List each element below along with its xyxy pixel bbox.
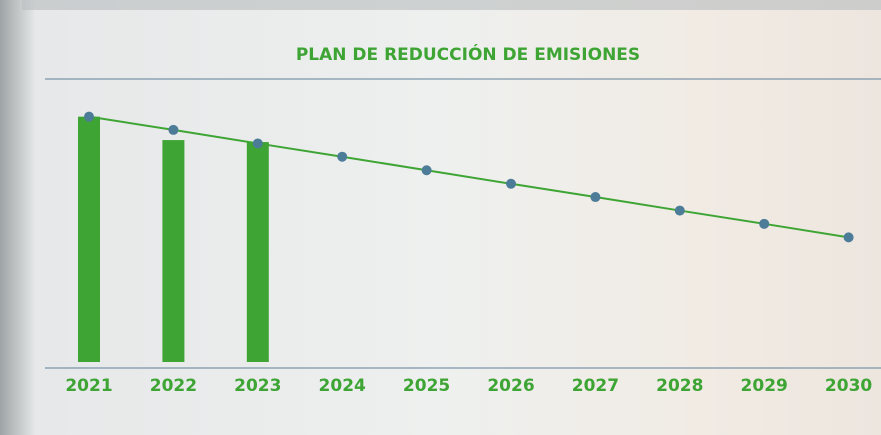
x-tick-label: 2023 (234, 376, 281, 396)
bar (78, 116, 100, 362)
bar (162, 140, 185, 362)
x-tick-label: 2029 (741, 376, 788, 396)
x-tick-label: 2021 (65, 376, 112, 396)
marker (252, 138, 263, 149)
x-tick-label: 2028 (656, 376, 703, 396)
marker (421, 165, 432, 176)
x-tick-label: 2024 (319, 376, 366, 396)
marker (168, 124, 179, 135)
x-tick-label: 2025 (403, 376, 450, 396)
bar (246, 142, 269, 362)
marker (843, 232, 854, 243)
x-tick-label: 2022 (150, 376, 197, 396)
marker (84, 111, 94, 122)
x-tick-label: 2027 (572, 376, 619, 396)
marker (506, 178, 516, 189)
top-band (22, 0, 881, 10)
line (88, 115, 849, 239)
marker (337, 151, 348, 162)
x-tick-label: 2026 (487, 376, 534, 396)
chart-title: PLAN DE REDUCCIÓN DE EMISIONES (296, 43, 640, 65)
marker (759, 218, 770, 229)
marker (674, 205, 685, 216)
marker (590, 192, 601, 203)
x-tick-label: 2030 (825, 376, 872, 396)
